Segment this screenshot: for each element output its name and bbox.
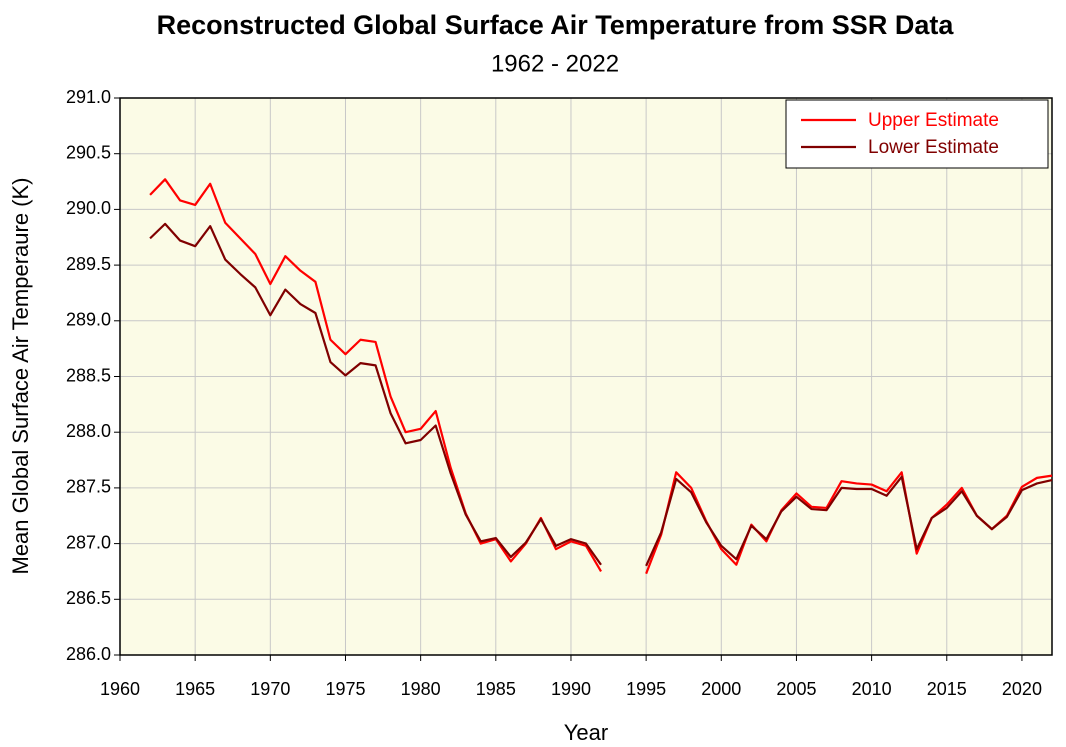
y-axis-label: Mean Global Surface Air Temperaure (K)	[8, 178, 33, 575]
y-tick-label: 287.5	[66, 477, 111, 497]
legend-box	[785, 99, 1049, 169]
x-tick-label: 1990	[551, 679, 591, 699]
legend-label: Lower Estimate	[868, 137, 999, 158]
y-tick-label: 290.0	[66, 198, 111, 218]
x-tick-label: 2005	[776, 679, 816, 699]
series-line	[149, 222, 1053, 567]
x-tick-label: 1985	[476, 679, 516, 699]
plot-border	[119, 97, 1053, 656]
x-axis-label: Year	[564, 720, 608, 745]
y-tick-label: 289.0	[66, 310, 111, 330]
x-tick-label: 2010	[852, 679, 892, 699]
y-tick-label: 286.5	[66, 588, 111, 608]
x-tick-label: 1970	[250, 679, 290, 699]
y-tick-label: 288.0	[66, 421, 111, 441]
x-tick-label: 1980	[401, 679, 441, 699]
y-tick-label: 286.0	[66, 644, 111, 664]
legend-label: Upper Estimate	[868, 110, 999, 131]
x-tick-label: 1975	[325, 679, 365, 699]
chart-subtitle: 1962 - 2022	[491, 50, 619, 77]
y-tick-label: 290.5	[66, 142, 111, 162]
x-tick-label: 1960	[100, 679, 140, 699]
chart-title: Reconstructed Global Surface Air Tempera…	[157, 10, 955, 40]
y-tick-label: 288.5	[66, 365, 111, 385]
y-tick-label: 291.0	[66, 87, 111, 107]
x-tick-label: 2020	[1002, 679, 1042, 699]
y-tick-label: 289.5	[66, 254, 111, 274]
y-tick-label: 287.0	[66, 532, 111, 552]
x-tick-label: 1965	[175, 679, 215, 699]
x-tick-label: 2000	[701, 679, 741, 699]
x-tick-label: 2015	[927, 679, 967, 699]
x-tick-label: 1995	[626, 679, 666, 699]
